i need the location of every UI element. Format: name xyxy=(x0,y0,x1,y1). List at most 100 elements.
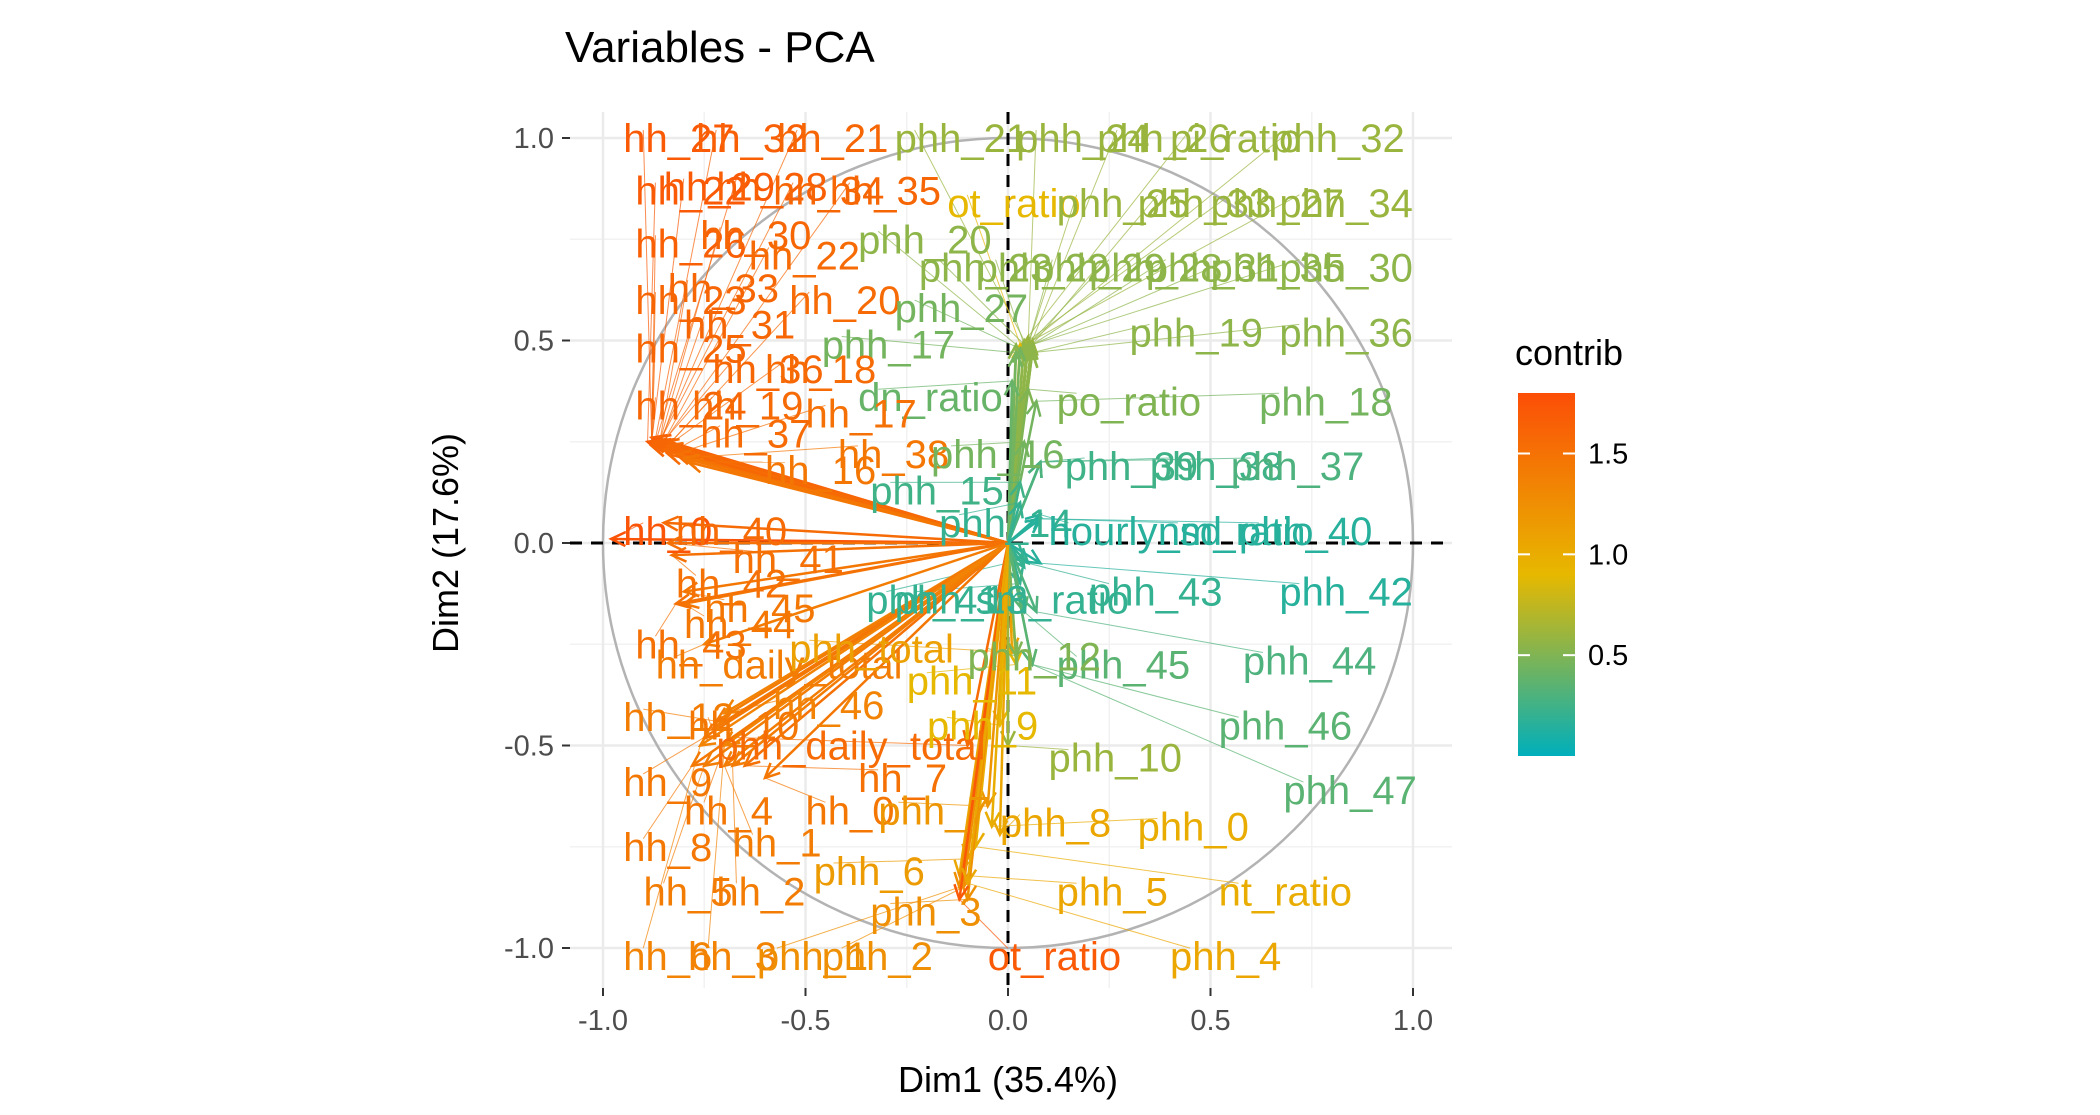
variable-label-phh_25: phh_25 xyxy=(1057,182,1190,226)
label-connector xyxy=(951,441,1025,447)
variable-label-phh_37: phh_37 xyxy=(1231,445,1364,489)
label-connector xyxy=(663,396,713,451)
y-axis-title: Dim2 (17.6%) xyxy=(425,433,466,653)
label-connector xyxy=(1031,129,1118,341)
variable-label-phh_9: phh_9 xyxy=(927,704,1038,748)
arrow-shaft xyxy=(675,541,1009,605)
label-connector xyxy=(878,380,1013,390)
x-tick-label: -0.5 xyxy=(781,1005,831,1037)
variable-arrow-hh_3 xyxy=(707,541,1009,949)
variable-arrow-hh_16 xyxy=(685,457,1009,545)
variable-label-phh_19: phh_19 xyxy=(1130,311,1263,355)
variable-label-hourly_sd: hourly_sd xyxy=(1049,510,1222,554)
label-connector xyxy=(1028,562,1110,585)
variable-label-hh_21: hh_21 xyxy=(777,117,888,161)
label-connector xyxy=(663,182,851,443)
x-axis-title: Dim1 (35.4%) xyxy=(898,1059,1118,1100)
y-axis-ticks: 1.0 0.5 0.0 -0.5 -1.0 xyxy=(504,123,570,965)
variable-label-phh_21: phh_21 xyxy=(895,117,1028,161)
label-connector xyxy=(1032,323,1150,354)
variable-label-hh_daily_total: hh_daily_total xyxy=(656,644,903,688)
variable-label-hh_33: hh_33 xyxy=(668,267,779,311)
label-connector xyxy=(959,874,1077,884)
arrow-shaft xyxy=(1007,541,1042,565)
variable-label-hh_32: hh_32 xyxy=(696,117,807,161)
label-connector xyxy=(675,404,826,455)
variable-label-phh_1: phh_1 xyxy=(757,935,868,979)
label-connector xyxy=(914,299,1021,350)
variable-label-phh_27: phh_27 xyxy=(1211,182,1344,226)
label-connector xyxy=(724,765,754,835)
variable-label-phh_18: phh_18 xyxy=(1259,380,1392,424)
label-connector xyxy=(764,777,826,803)
variable-label-hh_6: hh_6 xyxy=(623,935,712,979)
label-connector xyxy=(663,765,705,884)
variable-arrow-dn_ratio xyxy=(878,378,1020,544)
variable-label-phh_27: phh_27 xyxy=(895,287,1028,331)
y-tick-label: 1.0 xyxy=(514,123,554,155)
arrow-shaft xyxy=(998,542,1010,835)
label-connector xyxy=(707,745,725,949)
variable-label-phh_daily_total: phh_daily_total xyxy=(716,725,985,769)
variable-label-phh_5: phh_5 xyxy=(1057,870,1168,914)
variable-label-hh_23: hh_23 xyxy=(635,279,746,323)
label-connector xyxy=(946,716,1000,726)
arrow-shaft xyxy=(731,542,1009,767)
variable-label-hh_44: hh_44 xyxy=(684,603,795,647)
label-connector xyxy=(651,397,656,446)
variable-label-hh_1: hh_1 xyxy=(733,822,822,866)
label-connector xyxy=(659,360,733,447)
label-connector xyxy=(1036,392,1280,402)
variable-label-phh_43: phh_43 xyxy=(1089,571,1222,615)
arrow-shaft xyxy=(703,541,1009,646)
legend-tick-label: 1.5 xyxy=(1588,439,1628,471)
y-tick-label: -1.0 xyxy=(504,933,554,965)
variable-label-hh_7: hh_7 xyxy=(858,757,947,801)
variable-arrow-phh_37 xyxy=(1006,457,1251,544)
variable-label-phh_33: phh_33 xyxy=(1138,182,1271,226)
variable-arrow-hh_7 xyxy=(742,542,1009,771)
variable-label-hh_0: hh_0 xyxy=(623,510,712,554)
label-connector xyxy=(1032,664,1304,783)
variable-label-phh_17: phh_17 xyxy=(822,324,955,368)
variable-label-hh_2: hh_2 xyxy=(716,870,805,914)
label-connector xyxy=(1027,259,1053,345)
label-connector xyxy=(966,194,1021,345)
label-connector xyxy=(643,708,717,722)
arrow-shaft xyxy=(671,541,1009,557)
variable-label-phh_14: phh_14 xyxy=(939,502,1072,546)
variable-label-phh_15: phh_15 xyxy=(870,469,1003,513)
arrow-shaft xyxy=(1006,542,1034,665)
variable-arrow-hh_40 xyxy=(660,515,1009,545)
variable-label-hh_29: hh_29 xyxy=(664,166,775,210)
variable-arrows xyxy=(608,129,1304,949)
variable-label-phh_16: phh_16 xyxy=(931,433,1064,477)
variable-label-hh_10: hh_10 xyxy=(688,704,799,748)
variable-label-phh_32: phh_32 xyxy=(1271,117,1404,161)
variable-label-hh_31: hh_31 xyxy=(684,303,795,347)
label-connector xyxy=(1040,518,1259,524)
variable-label-phh_0: phh_0 xyxy=(1138,806,1249,850)
label-connector xyxy=(667,360,786,447)
arrow-shaft xyxy=(1006,461,1042,544)
y-tick-label: 0.0 xyxy=(514,528,554,560)
arrow-shaft xyxy=(699,541,1009,747)
variable-label-hh_38: hh_38 xyxy=(838,433,949,477)
variable-label-phh_3: phh_3 xyxy=(870,891,981,935)
arrow-shaft xyxy=(723,541,1009,747)
variable-label-phh_4: phh_4 xyxy=(1170,935,1281,979)
label-connector xyxy=(1031,194,1158,345)
label-connector xyxy=(833,858,968,864)
variable-label-dn_ratio: dn_ratio xyxy=(858,376,1003,420)
label-connector xyxy=(659,279,689,442)
variable-label-phh_47: phh_47 xyxy=(1283,769,1416,813)
y-tick-label: 0.5 xyxy=(514,326,554,358)
label-connector xyxy=(732,765,737,884)
label-connector xyxy=(610,522,644,540)
label-connector xyxy=(841,886,964,949)
arrow-shaft xyxy=(990,542,1010,827)
label-connector xyxy=(1027,129,1037,341)
variable-arrow-phh_0 xyxy=(984,542,1158,830)
variable-label-hh_8: hh_8 xyxy=(623,826,712,870)
